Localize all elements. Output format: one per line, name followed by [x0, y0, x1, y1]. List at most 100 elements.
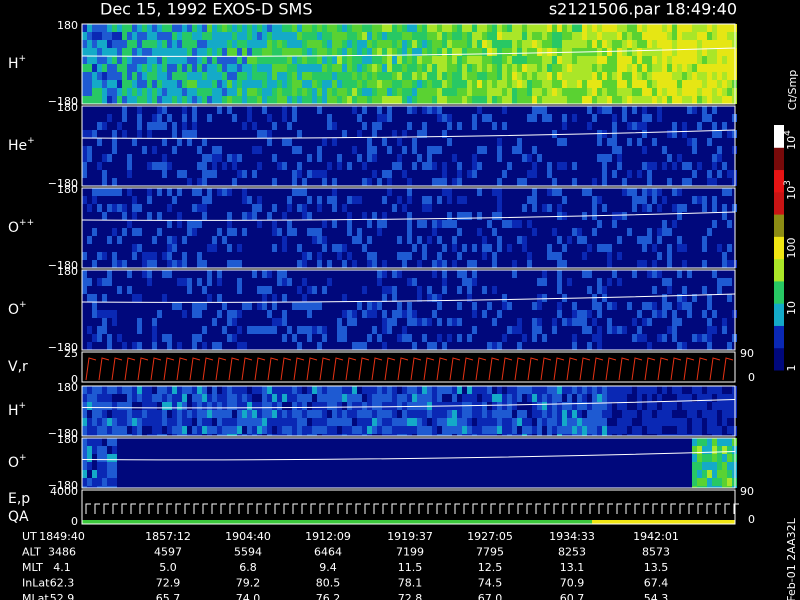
spectrogram-cell: [112, 318, 117, 326]
spectrogram-cell: [497, 24, 502, 32]
spectrogram-cell: [362, 342, 367, 350]
spectrogram-cell: [417, 318, 422, 326]
spectrogram-cell: [292, 114, 297, 122]
spectrogram-cell: [442, 32, 447, 40]
spectrogram-cell: [397, 394, 402, 402]
spectrogram-cell: [722, 64, 727, 72]
spectrogram-cell: [137, 434, 142, 436]
spectrogram-cell: [427, 394, 432, 402]
spectrogram-cell: [322, 138, 327, 146]
spectrogram-cell: [142, 418, 147, 426]
spectrogram-cell: [572, 96, 577, 104]
spectrogram-cell: [557, 310, 562, 318]
spectrogram-cell: [572, 64, 577, 72]
spectrogram-cell: [97, 64, 102, 72]
spectrogram-cell: [522, 410, 527, 418]
spectrogram-cell: [137, 106, 142, 114]
spectrogram-cell: [412, 310, 417, 318]
spectrogram-cell: [277, 410, 282, 418]
spectrogram-cell: [297, 418, 302, 426]
spectrogram-cell: [82, 394, 87, 402]
spectrogram-cell: [622, 72, 627, 80]
spectrogram-cell: [687, 178, 692, 186]
spectrogram-cell: [727, 278, 732, 286]
spectrogram-cell: [627, 80, 632, 88]
spectrogram-cell: [522, 386, 527, 394]
spectrogram-cell: [232, 64, 237, 72]
spectrogram-cell: [507, 56, 512, 64]
spectrogram-cell: [232, 154, 237, 162]
qa-bar: [592, 520, 735, 524]
spectrogram-cell: [317, 204, 322, 212]
spectrogram-cell: [137, 394, 142, 402]
spectrogram-cell: [662, 386, 667, 394]
spectrogram-cell: [612, 220, 617, 228]
spectrogram-cell: [497, 80, 502, 88]
spectrogram-cell: [352, 386, 357, 394]
spectrogram-cell: [332, 188, 337, 196]
spectrogram-cell: [162, 410, 167, 418]
spectrogram-cell: [717, 486, 722, 488]
spectrogram-cell: [282, 244, 287, 252]
spectrogram-cell: [502, 294, 507, 302]
spectrogram-cell: [347, 310, 352, 318]
spectrogram-cell: [162, 88, 167, 96]
spectrogram-cell: [147, 80, 152, 88]
spectrogram-cell: [402, 310, 407, 318]
spectrogram-cell: [442, 410, 447, 418]
spectrogram-cell: [267, 64, 272, 72]
spectrogram-cell: [597, 32, 602, 40]
spectrogram-cell: [387, 24, 392, 32]
spectrogram-cell: [262, 88, 267, 96]
spectrogram-cell: [182, 24, 187, 32]
spectrogram-cell: [592, 24, 597, 32]
spectrogram-cell: [512, 96, 517, 104]
spectrogram-cell: [687, 32, 692, 40]
spectrogram-cell: [492, 260, 497, 268]
spectrogram-cell: [442, 426, 447, 434]
spectrogram-cell: [292, 188, 297, 196]
spectrogram-cell: [262, 418, 267, 426]
spectrogram-cell: [572, 434, 577, 436]
spectrogram-cell: [257, 88, 262, 96]
spectrogram-cell: [677, 24, 682, 32]
spectrogram-cell: [407, 220, 412, 228]
spectrogram-cell: [202, 394, 207, 402]
spectrogram-cell: [582, 56, 587, 64]
spectrogram-cell: [217, 426, 222, 434]
spectrogram-cell: [377, 40, 382, 48]
spectrogram-cell: [172, 426, 177, 434]
spectrogram-cell: [537, 394, 542, 402]
spectrogram-cell: [252, 434, 257, 436]
spectrogram-cell: [167, 80, 172, 88]
spectrogram-cell: [527, 32, 532, 40]
spectrogram-cell: [567, 434, 572, 436]
spectrogram-cell: [467, 286, 472, 294]
spectrogram-cell: [287, 40, 292, 48]
spectrogram-cell: [522, 418, 527, 426]
spectrogram-cell: [517, 418, 522, 426]
spectrogram-cell: [607, 56, 612, 64]
spectrogram-cell: [342, 326, 347, 334]
spectrogram-cell: [97, 462, 102, 470]
spectrogram-cell: [407, 122, 412, 130]
spectrogram-cell: [232, 72, 237, 80]
spectrogram-cell: [502, 434, 507, 436]
spectrogram-cell: [237, 410, 242, 418]
spectrogram-cell: [677, 154, 682, 162]
spectrogram-cell: [387, 386, 392, 394]
spectrogram-cell: [157, 40, 162, 48]
spectrogram-cell: [447, 426, 452, 434]
spectrogram-cell: [177, 40, 182, 48]
spectrogram-cell: [457, 64, 462, 72]
spectrogram-cell: [347, 80, 352, 88]
spectrogram-cell: [127, 188, 132, 196]
spectrogram-cell: [627, 434, 632, 436]
spectrogram-cell: [567, 56, 572, 64]
spectrogram-cell: [607, 96, 612, 104]
spectrogram-cell: [632, 72, 637, 80]
spectrogram-cell: [317, 56, 322, 64]
spectrogram-cell: [562, 56, 567, 64]
spectrogram-cell: [427, 154, 432, 162]
spectrogram-cell: [422, 204, 427, 212]
